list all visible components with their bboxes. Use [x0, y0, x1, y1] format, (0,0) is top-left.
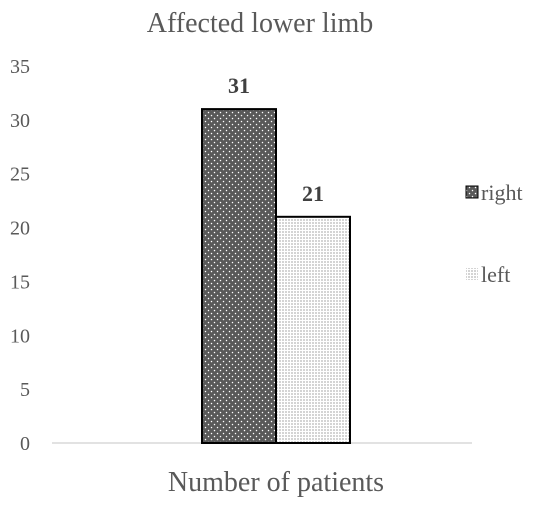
legend-swatch-left — [466, 268, 478, 280]
y-tick-label: 10 — [10, 325, 30, 347]
y-tick-label: 15 — [10, 271, 30, 293]
data-label-right: 31 — [228, 73, 250, 98]
bar-right — [201, 108, 277, 444]
chart-title: Affected lower limb — [147, 8, 374, 39]
legend: right left — [465, 180, 523, 287]
y-tick-label: 0 — [20, 433, 30, 455]
data-labels: 31 21 — [228, 73, 324, 206]
y-tick-label: 35 — [10, 56, 30, 78]
y-tick-label: 5 — [20, 379, 30, 401]
legend-swatch-right — [465, 185, 479, 199]
legend-label-right: right — [481, 180, 523, 205]
bar-group — [201, 108, 351, 444]
bar-left — [275, 215, 351, 444]
data-label-left: 21 — [302, 181, 324, 206]
legend-label-left: left — [481, 262, 510, 287]
y-tick-label: 30 — [10, 110, 30, 132]
y-tick-label: 25 — [10, 164, 30, 186]
y-tick-label: 20 — [10, 218, 30, 240]
x-axis-label: Number of patients — [168, 467, 384, 498]
y-axis-tick-labels: 0 5 10 15 20 25 30 35 — [10, 56, 30, 455]
